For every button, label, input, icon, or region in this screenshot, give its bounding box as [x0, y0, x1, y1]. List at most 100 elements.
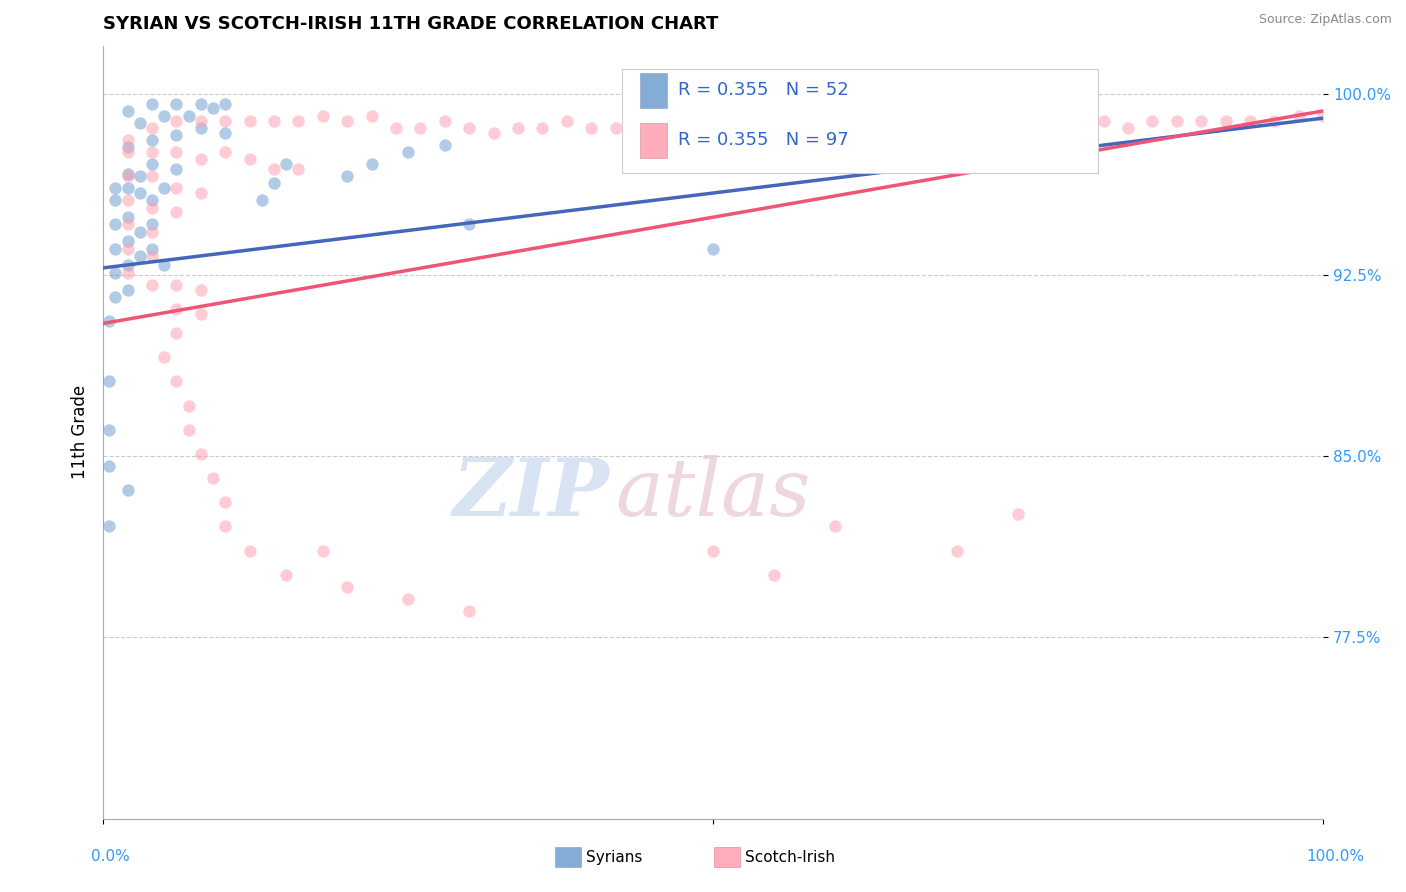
- Point: [104, 266, 127, 280]
- Point: [141, 120, 163, 135]
- Point: [506, 120, 529, 135]
- Point: [312, 543, 335, 558]
- Point: [702, 543, 724, 558]
- Point: [238, 152, 260, 166]
- Point: [579, 120, 602, 135]
- Point: [702, 109, 724, 123]
- Point: [482, 126, 505, 140]
- Point: [104, 242, 127, 256]
- Point: [141, 277, 163, 292]
- Point: [678, 120, 700, 135]
- Point: [531, 120, 554, 135]
- Text: Scotch-Irish: Scotch-Irish: [745, 850, 835, 864]
- Point: [117, 266, 139, 280]
- Text: R = 0.355   N = 52: R = 0.355 N = 52: [678, 80, 849, 99]
- Bar: [640, 73, 666, 108]
- Point: [628, 120, 651, 135]
- Point: [276, 157, 298, 171]
- Point: [1019, 120, 1042, 135]
- Point: [165, 96, 187, 111]
- Point: [117, 167, 139, 181]
- Point: [409, 120, 432, 135]
- Point: [1092, 113, 1115, 128]
- Point: [250, 194, 273, 208]
- Text: Source: ZipAtlas.com: Source: ZipAtlas.com: [1258, 13, 1392, 27]
- Point: [1263, 113, 1285, 128]
- Point: [800, 109, 823, 123]
- Point: [276, 567, 298, 582]
- Point: [98, 423, 121, 437]
- Point: [117, 133, 139, 147]
- Point: [336, 580, 359, 594]
- Point: [117, 145, 139, 159]
- Point: [117, 218, 139, 232]
- Point: [190, 447, 212, 461]
- Point: [165, 181, 187, 195]
- Point: [263, 113, 285, 128]
- Text: atlas: atlas: [616, 455, 811, 533]
- Point: [995, 113, 1018, 128]
- Point: [201, 471, 224, 485]
- Point: [1043, 113, 1066, 128]
- FancyBboxPatch shape: [621, 69, 1098, 173]
- Point: [117, 140, 139, 154]
- Point: [98, 458, 121, 473]
- Point: [128, 225, 150, 239]
- Point: [190, 113, 212, 128]
- Point: [165, 205, 187, 219]
- Text: Syrians: Syrians: [586, 850, 643, 864]
- Point: [141, 169, 163, 183]
- Point: [433, 137, 456, 152]
- Point: [1288, 109, 1310, 123]
- Point: [141, 145, 163, 159]
- Point: [1007, 508, 1029, 522]
- Point: [165, 113, 187, 128]
- Point: [1189, 113, 1212, 128]
- Point: [946, 120, 969, 135]
- Point: [104, 181, 127, 195]
- Point: [201, 102, 224, 116]
- Point: [141, 157, 163, 171]
- Point: [214, 145, 236, 159]
- Point: [946, 543, 969, 558]
- Point: [214, 96, 236, 111]
- Point: [1215, 113, 1237, 128]
- Point: [238, 543, 260, 558]
- Point: [141, 133, 163, 147]
- Point: [117, 181, 139, 195]
- Point: [385, 120, 408, 135]
- Point: [458, 218, 481, 232]
- Point: [177, 109, 200, 123]
- Point: [177, 399, 200, 413]
- Point: [1069, 120, 1091, 135]
- Point: [190, 307, 212, 321]
- Point: [98, 375, 121, 389]
- Point: [153, 181, 176, 195]
- Point: [1142, 113, 1164, 128]
- Point: [128, 169, 150, 183]
- Point: [141, 96, 163, 111]
- Point: [190, 96, 212, 111]
- Point: [1312, 109, 1334, 123]
- Point: [263, 161, 285, 176]
- Point: [117, 169, 139, 183]
- Point: [190, 186, 212, 200]
- Point: [873, 120, 896, 135]
- Point: [763, 567, 786, 582]
- Point: [458, 120, 481, 135]
- Point: [238, 113, 260, 128]
- Point: [165, 301, 187, 316]
- Point: [775, 113, 797, 128]
- Point: [104, 218, 127, 232]
- Point: [117, 483, 139, 497]
- Point: [312, 109, 335, 123]
- Point: [605, 120, 627, 135]
- Point: [128, 249, 150, 263]
- Point: [848, 113, 870, 128]
- Point: [153, 109, 176, 123]
- Point: [165, 161, 187, 176]
- Point: [336, 169, 359, 183]
- Point: [165, 277, 187, 292]
- Point: [433, 113, 456, 128]
- Point: [921, 113, 943, 128]
